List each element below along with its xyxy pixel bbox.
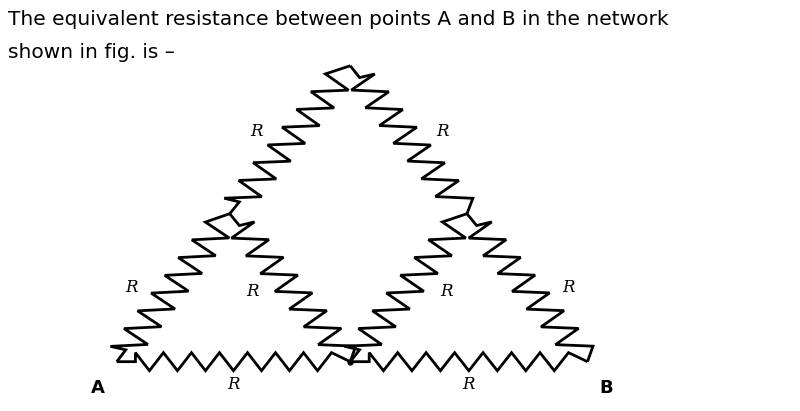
Text: R: R (562, 279, 575, 296)
Text: R: R (250, 123, 262, 140)
Text: R: R (227, 376, 240, 393)
Text: B: B (599, 379, 613, 397)
Text: A: A (91, 379, 105, 397)
Text: R: R (126, 279, 138, 296)
Text: R: R (440, 283, 453, 300)
Text: The equivalent resistance between points A and B in the network: The equivalent resistance between points… (7, 10, 668, 29)
Text: R: R (436, 123, 449, 140)
Text: R: R (246, 283, 258, 300)
Text: shown in fig. is –: shown in fig. is – (7, 43, 174, 62)
Text: R: R (462, 376, 475, 393)
